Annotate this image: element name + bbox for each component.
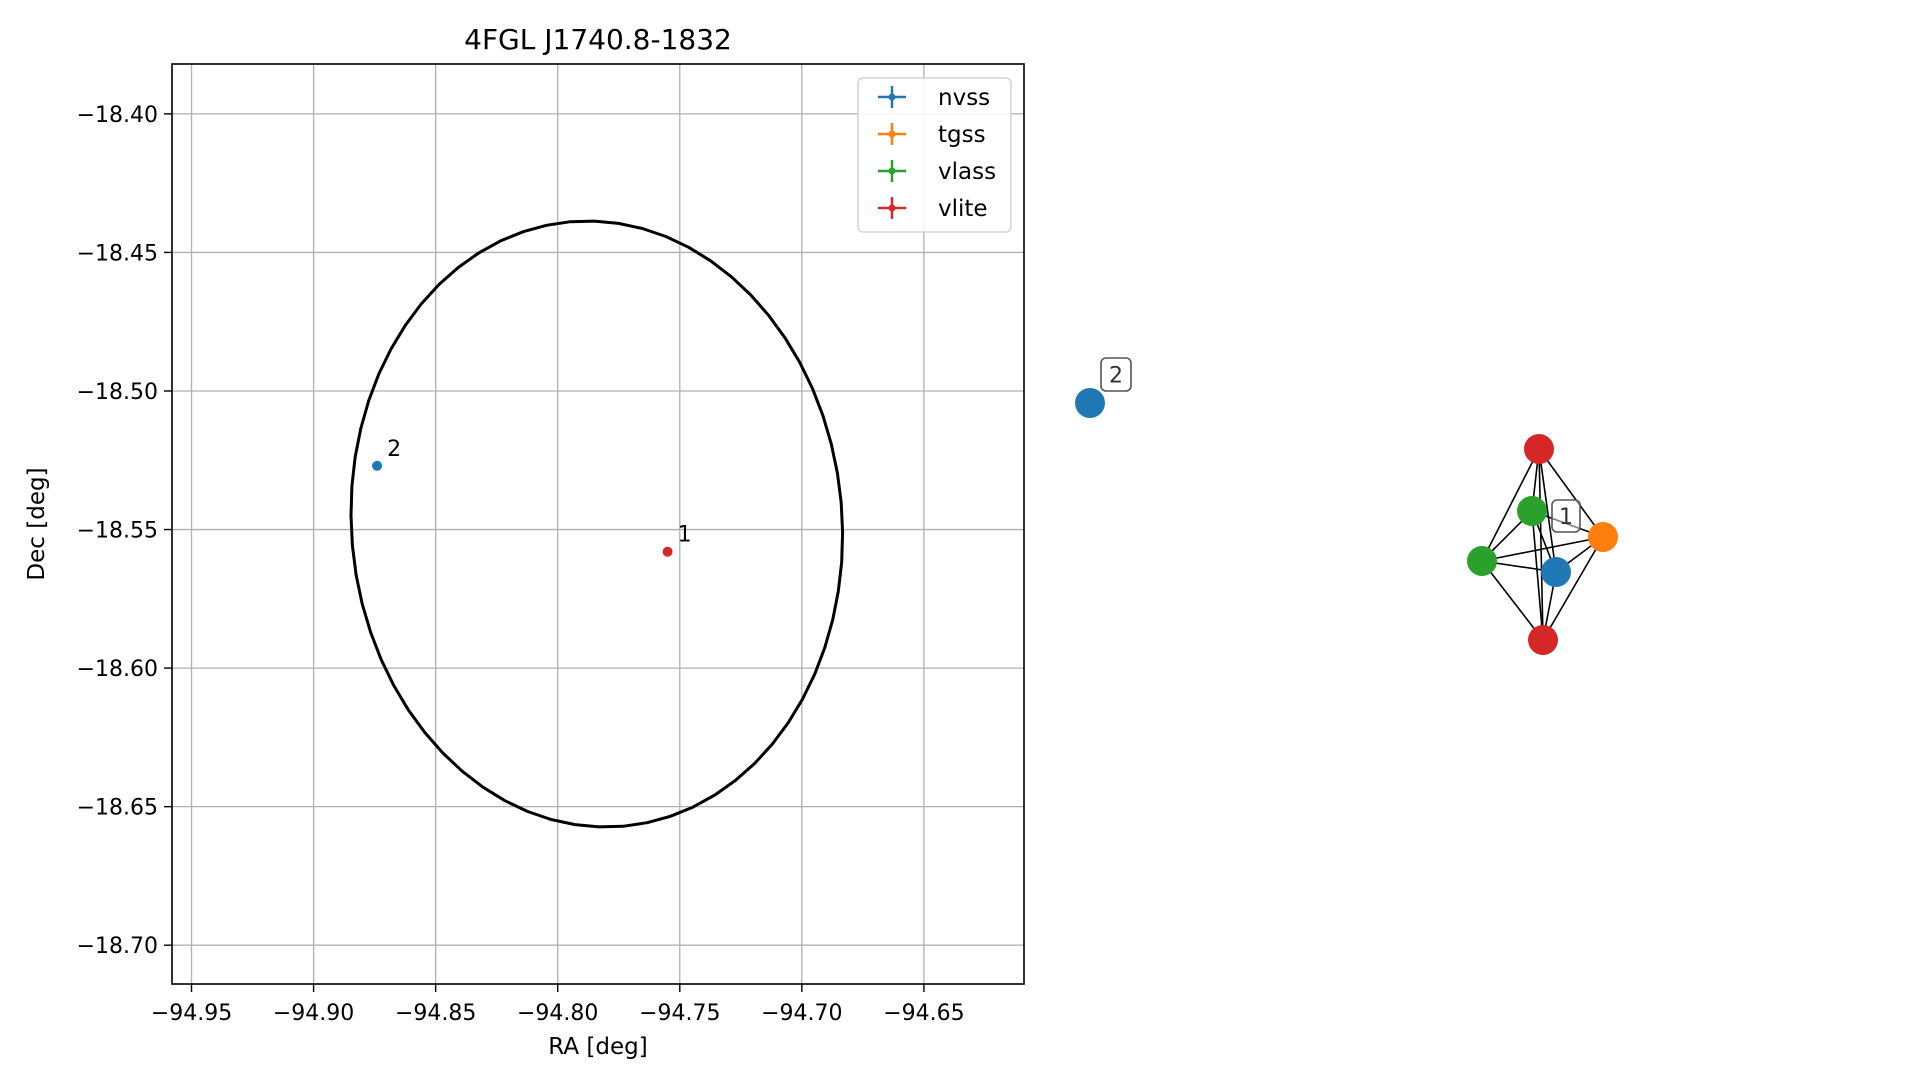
- network-edge: [1531, 510, 1544, 641]
- legend-marker-vlite: [878, 197, 906, 219]
- network-node: [1528, 625, 1558, 655]
- x-tick-label: −94.70: [761, 1001, 842, 1026]
- ellipse-layer: [349, 219, 845, 829]
- node-layer: 21: [1075, 357, 1618, 655]
- x-tick-label: −94.95: [151, 1001, 232, 1026]
- network-node-label: 1: [1551, 499, 1581, 533]
- network-label-box: [1100, 357, 1132, 392]
- network-panel: 21: [1075, 357, 1618, 655]
- y-tick-label: −18.45: [77, 241, 158, 266]
- scatter-panel: 21 −94.95 −94.90 −94.85 −94.80 −94.75 −94.70−…: [24, 23, 1025, 1060]
- network-edge: [1481, 560, 1544, 641]
- network-edge: [1481, 536, 1604, 562]
- y-tick-label: −18.60: [77, 657, 158, 682]
- legend-label-tgss: tgss: [938, 122, 986, 148]
- network-node: [1075, 388, 1105, 418]
- y-tick-label: −18.50: [77, 380, 158, 405]
- network-node: [1588, 522, 1618, 552]
- network-node: [1517, 496, 1547, 526]
- legend: nvss tgss vlass: [857, 77, 1012, 233]
- legend-marker-tgss: [878, 123, 906, 145]
- legend-marker-vlass: [878, 160, 906, 182]
- points-layer: 21: [372, 437, 692, 557]
- x-tick-label: −94.80: [517, 1001, 598, 1026]
- legend-label-vlass: vlass: [938, 159, 996, 185]
- legend-item-vlite: vlite: [878, 196, 988, 222]
- x-tick-label: −94.85: [395, 1001, 476, 1026]
- legend-item-nvss: nvss: [878, 85, 990, 111]
- network-node-label: 2: [1100, 357, 1132, 392]
- x-tick-label: −94.90: [273, 1001, 354, 1026]
- legend-item-tgss: tgss: [878, 122, 986, 148]
- legend-label-vlite: vlite: [938, 196, 988, 222]
- y-ticks: −18.40 −18.45 −18.50 −18.55 −18.60 −18.65 −18.…: [77, 103, 172, 959]
- y-axis-label: Dec [deg]: [24, 467, 50, 580]
- x-tick-label: −94.65: [883, 1001, 964, 1026]
- legend-label-nvss: nvss: [938, 85, 990, 111]
- y-tick-label: −18.55: [77, 519, 158, 544]
- network-edge: [1538, 448, 1544, 641]
- legend-item-vlass: vlass: [878, 159, 996, 185]
- network-node: [1541, 557, 1571, 587]
- source-point-label: 1: [678, 523, 692, 548]
- network-label-text: 1: [1559, 505, 1573, 530]
- x-axis-label: RA [deg]: [548, 1034, 647, 1060]
- legend-box: [857, 77, 1012, 233]
- source-point-1: [662, 546, 673, 557]
- network-node: [1467, 546, 1497, 576]
- source-point-2: [372, 460, 383, 471]
- network-edge: [1538, 448, 1604, 538]
- network-edge: [1538, 448, 1557, 573]
- y-tick-label: −18.40: [77, 103, 158, 128]
- x-tick-label: −94.75: [639, 1001, 720, 1026]
- error-ellipse: [349, 219, 845, 829]
- network-label-box: [1551, 499, 1581, 533]
- legend-marker-nvss: [878, 86, 906, 108]
- x-ticks: −94.95 −94.90 −94.85 −94.80 −94.75 −94.70 −94.…: [151, 984, 965, 1026]
- y-tick-label: −18.70: [77, 934, 158, 959]
- source-point-label: 2: [387, 437, 401, 462]
- network-node: [1524, 434, 1554, 464]
- y-tick-label: −18.65: [77, 796, 158, 821]
- network-edge: [1481, 448, 1540, 562]
- plot-frame: [171, 63, 1025, 985]
- network-edge: [1542, 536, 1604, 641]
- network-label-text: 2: [1109, 364, 1123, 389]
- chart-title: 4FGL J1740.8-1832: [464, 23, 732, 56]
